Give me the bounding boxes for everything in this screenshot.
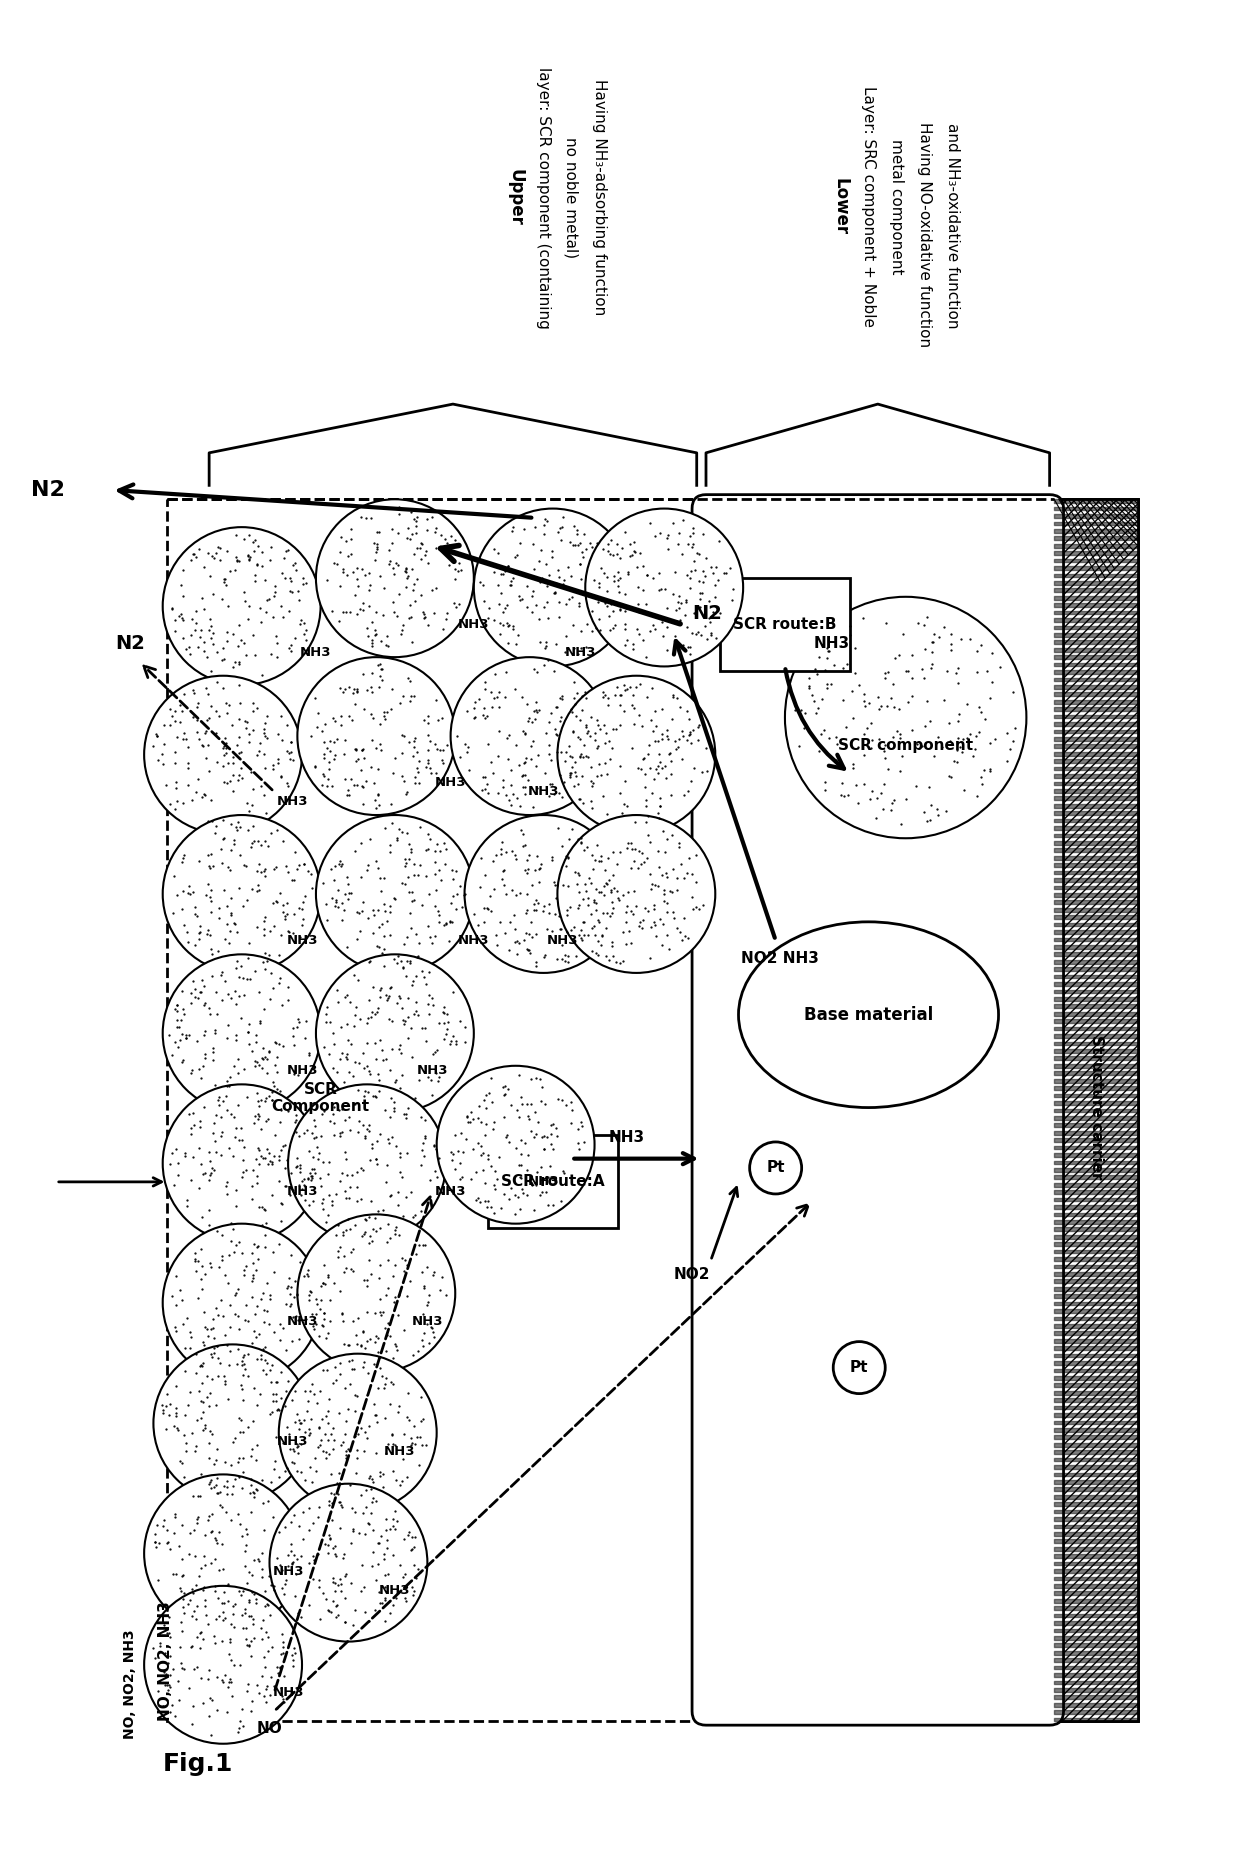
Text: NH3: NH3 bbox=[458, 934, 490, 947]
Text: NO: NO bbox=[257, 1720, 283, 1735]
Text: Having NO-oxidative function: Having NO-oxidative function bbox=[916, 122, 931, 346]
Circle shape bbox=[316, 955, 474, 1112]
Circle shape bbox=[269, 1484, 428, 1642]
Circle shape bbox=[750, 1142, 801, 1194]
Circle shape bbox=[316, 500, 474, 657]
Text: NH3: NH3 bbox=[547, 934, 578, 947]
Text: NH3: NH3 bbox=[528, 1176, 559, 1189]
Text: SCR component: SCR component bbox=[838, 738, 973, 753]
Circle shape bbox=[144, 1586, 303, 1743]
Text: NH3: NH3 bbox=[286, 1185, 317, 1198]
Text: SCR route:A: SCR route:A bbox=[501, 1174, 605, 1189]
Bar bbox=[167, 500, 1054, 1720]
Circle shape bbox=[279, 1353, 436, 1511]
Text: NH3: NH3 bbox=[565, 646, 596, 659]
Text: NO2 NH3: NO2 NH3 bbox=[742, 951, 820, 966]
Circle shape bbox=[298, 657, 455, 814]
Text: N2: N2 bbox=[115, 635, 145, 653]
Text: NH3: NH3 bbox=[286, 1314, 317, 1327]
Bar bbox=[1054, 500, 1138, 1720]
Text: Base material: Base material bbox=[804, 1005, 934, 1024]
Text: NH3: NH3 bbox=[286, 1063, 317, 1076]
Circle shape bbox=[558, 676, 715, 833]
Circle shape bbox=[154, 1344, 311, 1501]
Text: Layer: SRC component + Noble: Layer: SRC component + Noble bbox=[861, 86, 875, 328]
Text: Upper: Upper bbox=[507, 168, 525, 227]
Text: NH3: NH3 bbox=[277, 1436, 309, 1449]
Text: NH3: NH3 bbox=[609, 1129, 645, 1144]
Text: NO, NO2, NH3: NO, NO2, NH3 bbox=[123, 1629, 138, 1739]
Text: NH3: NH3 bbox=[300, 646, 331, 659]
Text: NH3: NH3 bbox=[286, 934, 317, 947]
Bar bbox=[720, 578, 849, 670]
Text: Fig.1: Fig.1 bbox=[162, 1752, 233, 1777]
Text: NH3: NH3 bbox=[435, 777, 466, 788]
Text: SCR route:B: SCR route:B bbox=[733, 618, 837, 633]
Circle shape bbox=[316, 814, 474, 973]
Ellipse shape bbox=[739, 921, 998, 1108]
FancyBboxPatch shape bbox=[692, 494, 1064, 1726]
Bar bbox=[487, 1136, 618, 1228]
Circle shape bbox=[833, 1342, 885, 1393]
Circle shape bbox=[785, 597, 1027, 839]
Text: NH3: NH3 bbox=[417, 1063, 448, 1076]
Text: Pt: Pt bbox=[849, 1361, 868, 1376]
Text: NH3: NH3 bbox=[379, 1584, 410, 1597]
Text: Structure carrier: Structure carrier bbox=[1089, 1035, 1104, 1179]
Text: N2: N2 bbox=[31, 479, 66, 500]
Circle shape bbox=[298, 1215, 455, 1372]
Circle shape bbox=[450, 657, 609, 814]
Circle shape bbox=[465, 814, 622, 973]
Circle shape bbox=[144, 1475, 303, 1632]
Circle shape bbox=[162, 955, 321, 1112]
Text: NH3: NH3 bbox=[273, 1565, 304, 1578]
Circle shape bbox=[288, 1084, 446, 1243]
Text: NH3: NH3 bbox=[383, 1445, 415, 1458]
Text: NH3: NH3 bbox=[458, 618, 490, 631]
Circle shape bbox=[144, 676, 303, 833]
Text: NH3: NH3 bbox=[435, 1185, 466, 1198]
Circle shape bbox=[162, 1084, 321, 1243]
Circle shape bbox=[162, 814, 321, 973]
Text: and NH₃-oxidative function: and NH₃-oxidative function bbox=[945, 122, 960, 328]
Circle shape bbox=[585, 509, 743, 666]
Circle shape bbox=[162, 528, 321, 685]
Text: NO2: NO2 bbox=[673, 1267, 711, 1282]
Text: Lower: Lower bbox=[832, 178, 849, 236]
Text: NO, NO2, NH3: NO, NO2, NH3 bbox=[157, 1601, 174, 1720]
Text: layer: SCR component (containing: layer: SCR component (containing bbox=[536, 67, 551, 328]
Circle shape bbox=[474, 509, 631, 666]
Text: SCR
Component: SCR Component bbox=[272, 1082, 370, 1114]
Text: NH3: NH3 bbox=[277, 794, 309, 807]
Text: NH3: NH3 bbox=[813, 636, 849, 651]
Text: Pt: Pt bbox=[766, 1161, 785, 1176]
Text: N2: N2 bbox=[692, 605, 722, 623]
Text: NH3: NH3 bbox=[412, 1314, 443, 1327]
Text: NH3: NH3 bbox=[528, 786, 559, 797]
Bar bbox=[1054, 500, 1138, 1720]
Circle shape bbox=[558, 814, 715, 973]
Text: NH3: NH3 bbox=[273, 1687, 304, 1700]
Circle shape bbox=[436, 1065, 594, 1224]
Text: metal component: metal component bbox=[889, 139, 904, 275]
Circle shape bbox=[162, 1224, 321, 1382]
Text: Having NH₃-adsorbing function: Having NH₃-adsorbing function bbox=[591, 79, 606, 316]
Text: no noble metal): no noble metal) bbox=[564, 137, 579, 258]
